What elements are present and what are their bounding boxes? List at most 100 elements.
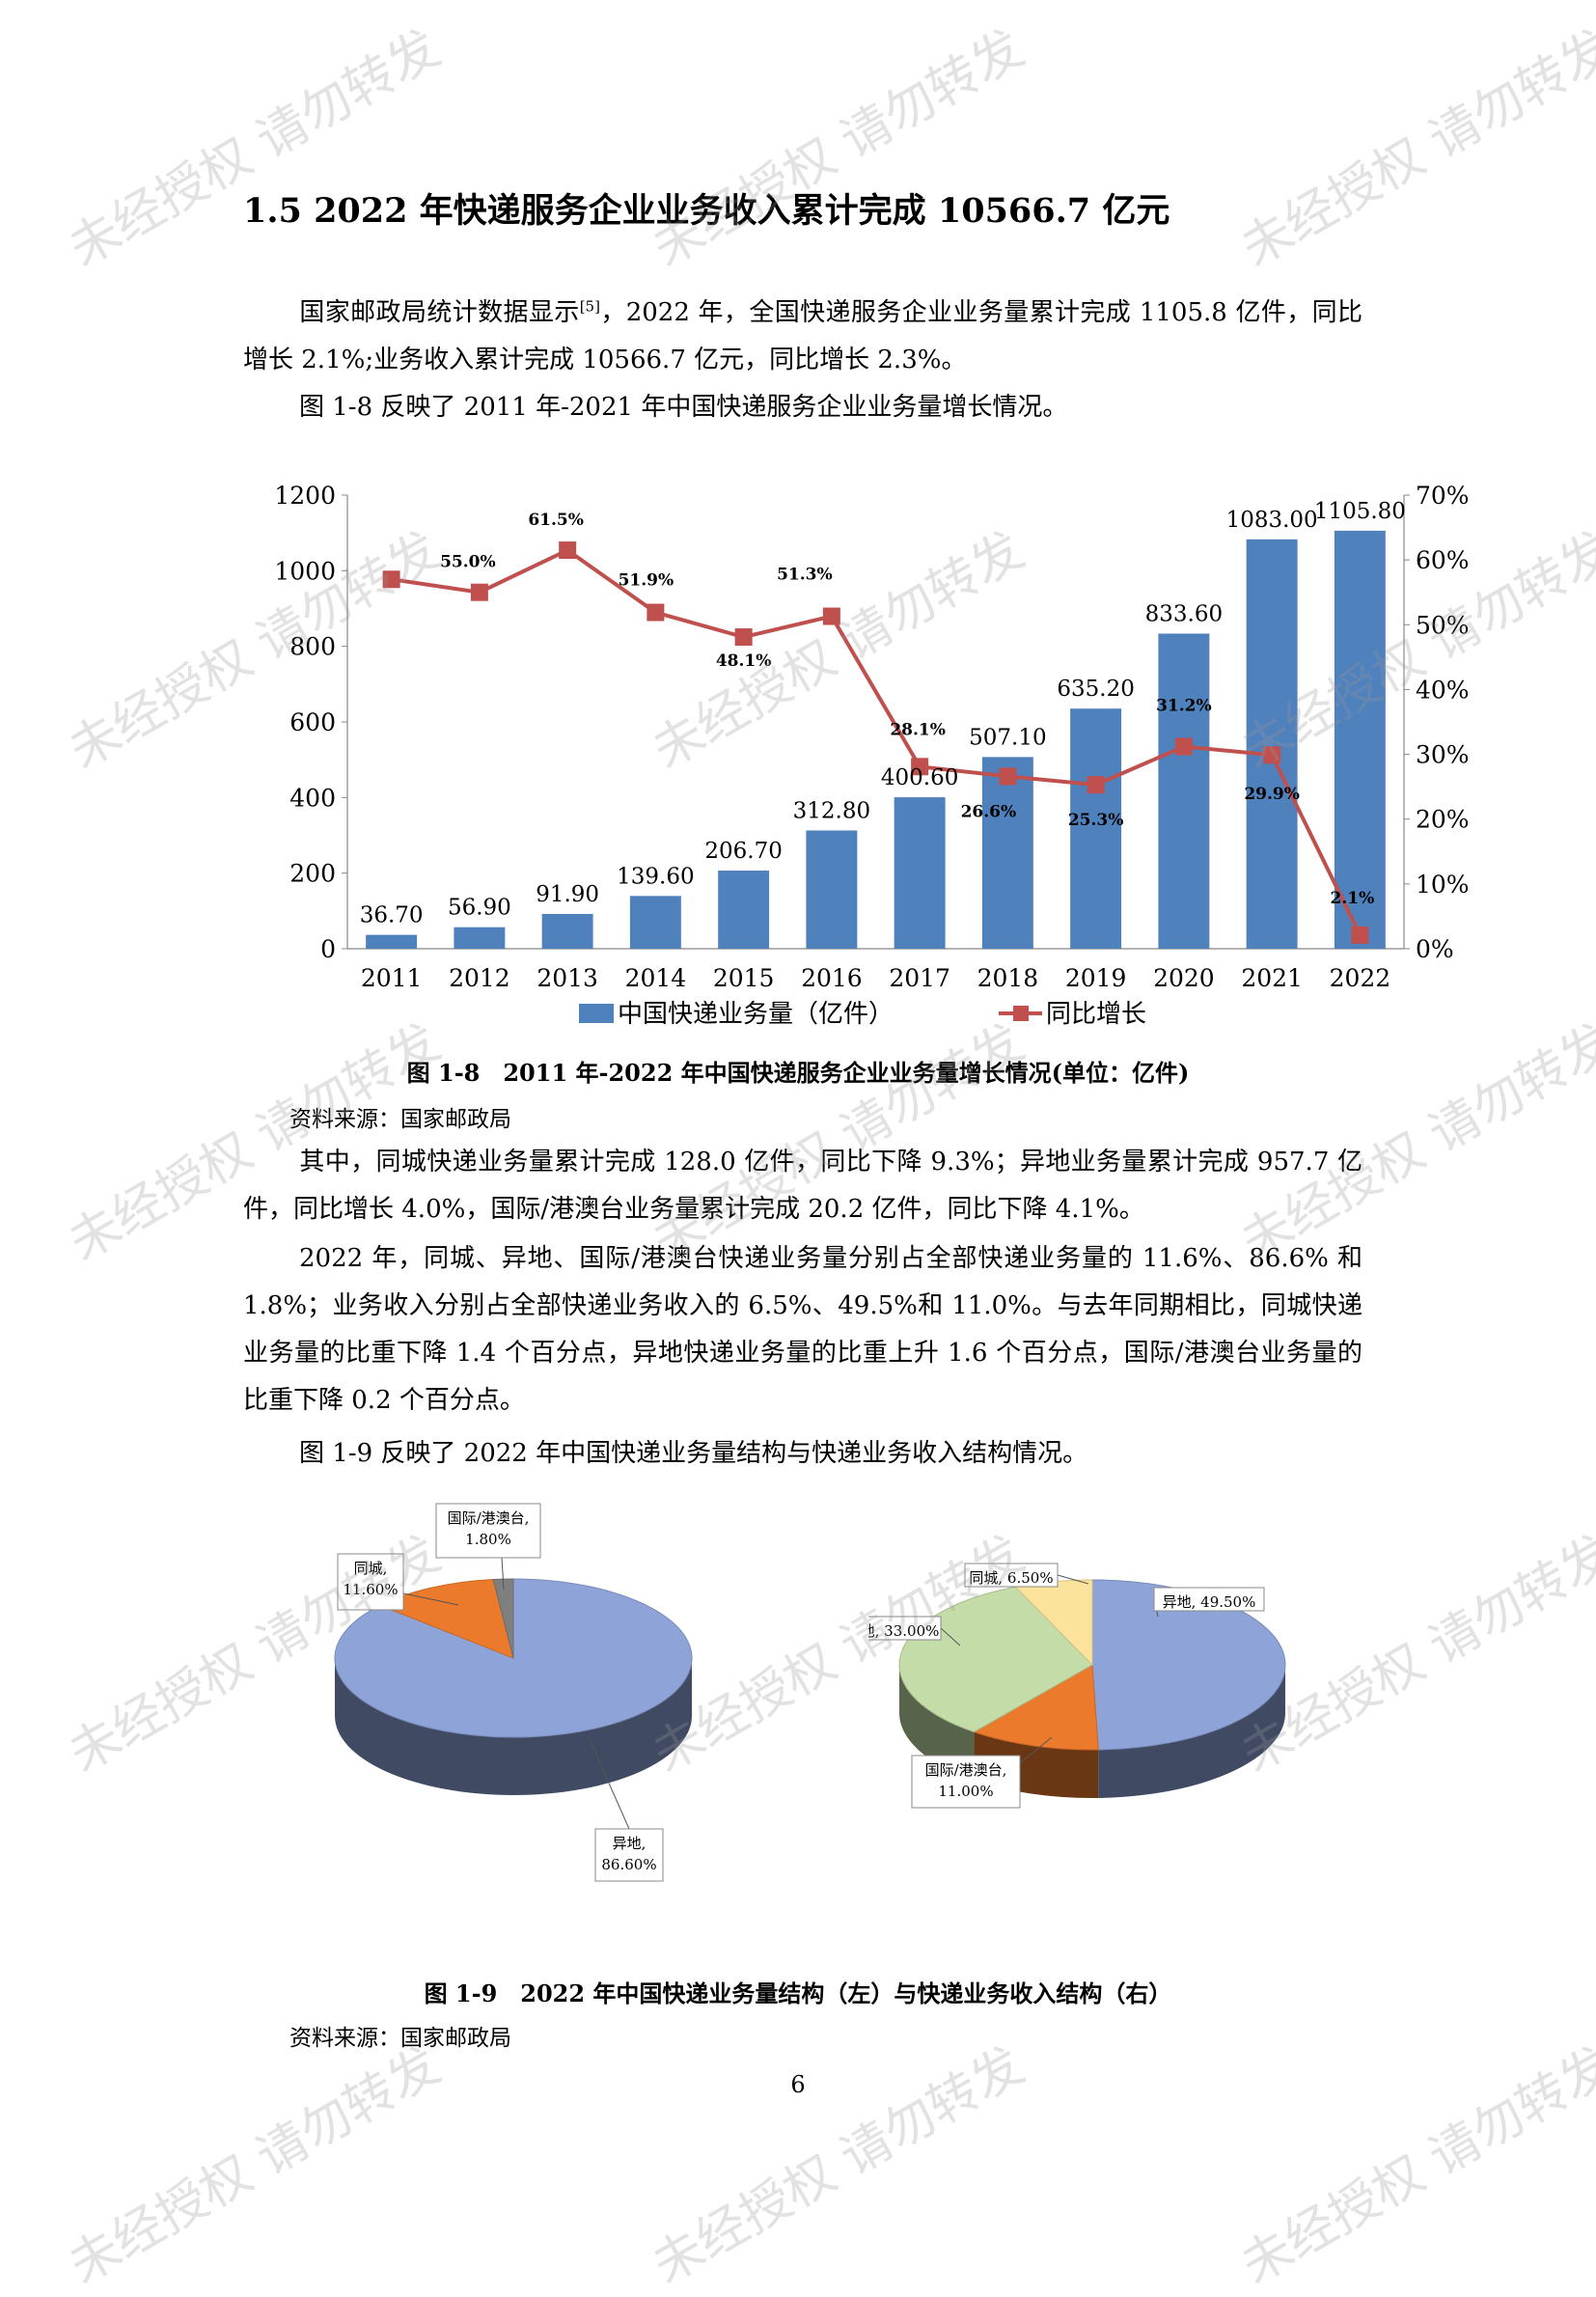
pie-leader-line bbox=[588, 1736, 630, 1830]
x-axis-tick-label: 2022 bbox=[1330, 964, 1391, 992]
pie-callout-label: 1.80% bbox=[465, 1531, 511, 1548]
volume-bar bbox=[806, 830, 858, 949]
volume-structure-pie-chart: 同城, 11.60% 国际/港澳台, 1.80% 异地, 86.60% bbox=[334, 1503, 693, 1882]
volume-bar-label: 635.20 bbox=[1057, 677, 1134, 702]
growth-rate-label: 28.1% bbox=[890, 720, 946, 739]
volume-bar bbox=[894, 797, 946, 949]
pie-callout-box bbox=[337, 1553, 404, 1611]
growth-rate-label: 48.1% bbox=[716, 651, 772, 671]
pie-slice-side bbox=[335, 1658, 692, 1795]
pie-callout-label: 异地, 49.50% bbox=[1163, 1593, 1256, 1611]
x-axis-tick-label: 2019 bbox=[1065, 964, 1127, 992]
pie-callout-label: 86.60% bbox=[601, 1856, 656, 1873]
x-axis-tick-label: 2020 bbox=[1153, 964, 1215, 992]
left-axis-tick-label: 200 bbox=[289, 860, 336, 888]
pie-callout-box bbox=[911, 1755, 1021, 1809]
pie-leader-line bbox=[402, 1592, 459, 1606]
revenue-structure-pie-chart: 异地, 49.50% 国际/港澳台, 11.00% 其他, 33.00% 同城, 6.5… bbox=[868, 1563, 1286, 1809]
right-axis-tick-label: 40% bbox=[1416, 676, 1470, 704]
growth-rate-marker bbox=[1351, 926, 1369, 944]
pie-leader-line bbox=[1057, 1574, 1089, 1585]
paragraph-intro-text-b: ，2022 年，全国快递服务企业业务量累计完成 1105.8 亿件，同比增长 2… bbox=[243, 298, 1362, 374]
growth-rate-marker bbox=[1087, 776, 1105, 794]
growth-rate-marker bbox=[470, 583, 488, 601]
growth-rate-label: 29.9% bbox=[1244, 785, 1300, 804]
volume-bar bbox=[454, 927, 506, 949]
pie-leader-line bbox=[501, 1557, 505, 1591]
growth-rate-label: 51.3% bbox=[777, 566, 833, 585]
right-axis-tick-label: 60% bbox=[1416, 546, 1470, 574]
x-axis-tick-label: 2013 bbox=[537, 964, 598, 992]
right-axis-tick-label: 70% bbox=[1416, 482, 1470, 510]
paragraph-figure-intro: 图 1-8 反映了 2011 年-2021 年中国快递服务企业业务量增长情况。 bbox=[243, 384, 1362, 431]
legend-bar-label: 中国快递业务量（亿件） bbox=[618, 1000, 894, 1029]
legend-bar-swatch bbox=[579, 1004, 614, 1023]
express-volume-combo-chart: 0 200 400 600 800 1000 1200 0% 10% 20% 30% 40% 50% 60… bbox=[274, 482, 1470, 1029]
pie-callout-label: 同城, 6.50% bbox=[969, 1569, 1053, 1587]
growth-rate-label: 26.6% bbox=[961, 802, 1017, 821]
section-heading: 1.5 2022 年快递服务企业业务收入累计完成 10566.7 亿元 bbox=[243, 191, 1170, 231]
growth-rate-label: 2.1% bbox=[1331, 889, 1375, 908]
volume-bar-label: 91.90 bbox=[536, 882, 599, 907]
x-axis-tick-label: 2017 bbox=[889, 964, 950, 992]
volume-bar bbox=[1246, 539, 1298, 949]
volume-bar-label: 1083.00 bbox=[1226, 508, 1318, 533]
watermark: 未经授权 请勿转发 bbox=[643, 18, 1034, 279]
paragraph-breakdown-text: 其中，同城快递业务量累计完成 128.0 亿件，同比下降 9.3%；异地业务量累… bbox=[243, 1148, 1362, 1224]
figure-1-9-caption: 图 1-9 2022 年中国快递业务量结构（左）与快递业务收入结构（右） bbox=[424, 1979, 1172, 2007]
right-axis-tick-label: 0% bbox=[1416, 935, 1454, 963]
pie-callout-box bbox=[964, 1563, 1059, 1588]
left-axis-tick-label: 600 bbox=[289, 708, 336, 736]
pie-callout-label: 11.60% bbox=[343, 1581, 398, 1598]
left-axis-tick-label: 1200 bbox=[274, 482, 336, 510]
growth-rate-marker bbox=[382, 570, 400, 589]
x-axis-tick-label: 2014 bbox=[625, 964, 687, 992]
pie-leader-line bbox=[1019, 1736, 1053, 1764]
volume-bar bbox=[629, 896, 681, 949]
volume-bar-label: 139.60 bbox=[617, 864, 694, 889]
growth-rate-label: 61.5% bbox=[528, 511, 584, 530]
x-axis-tick-label: 2018 bbox=[977, 964, 1039, 992]
volume-bar bbox=[366, 934, 418, 949]
volume-bar bbox=[1334, 530, 1386, 949]
volume-bar-label: 400.60 bbox=[881, 765, 958, 790]
paragraph-figure2-intro: 图 1-9 反映了 2022 年中国快递业务量结构与快递业务收入结构情况。 bbox=[243, 1430, 1362, 1478]
pie-slice-side bbox=[899, 1665, 975, 1781]
watermark: 未经授权 请勿转发 bbox=[59, 2035, 451, 2296]
volume-bar-label: 833.60 bbox=[1145, 602, 1223, 627]
left-axis-tick-label: 1000 bbox=[274, 557, 336, 585]
right-axis-tick-label: 20% bbox=[1416, 806, 1470, 834]
growth-rate-marker bbox=[999, 767, 1017, 786]
growth-rate-marker bbox=[559, 541, 577, 560]
growth-rate-label: 51.9% bbox=[619, 571, 674, 591]
paragraph-intro: 国家邮政局统计数据显示[5]，2022 年，全国快递服务企业业务量累计完成 11… bbox=[243, 290, 1362, 384]
paragraph-breakdown: 其中，同城快递业务量累计完成 128.0 亿件，同比下降 9.3%；异地业务量累… bbox=[243, 1139, 1362, 1233]
x-axis-tick-label: 2021 bbox=[1241, 964, 1303, 992]
watermark: 未经授权 请勿转发 bbox=[1231, 2035, 1596, 2296]
growth-rate-marker bbox=[911, 758, 929, 776]
pie-slice-side bbox=[1098, 1665, 1285, 1798]
growth-rate-marker bbox=[1263, 746, 1281, 764]
pie-callout-label: 国际/港澳台, bbox=[925, 1761, 1007, 1779]
pie-callout-box bbox=[594, 1828, 664, 1882]
growth-rate-label: 25.3% bbox=[1068, 811, 1124, 830]
left-axis-tick-label: 800 bbox=[289, 633, 336, 661]
watermark: 未经授权 请勿转发 bbox=[59, 18, 451, 279]
pie-callout-box bbox=[1153, 1587, 1265, 1612]
pie-slice bbox=[973, 1664, 1099, 1751]
pie-slice bbox=[898, 1586, 1093, 1733]
figure-1-9-source: 资料来源：国家邮政局 bbox=[289, 2026, 511, 2051]
pie-leader-line bbox=[940, 1627, 961, 1647]
pie-callout-label: 异地, bbox=[613, 1835, 647, 1852]
right-axis-tick-label: 10% bbox=[1416, 871, 1470, 899]
growth-rate-marker bbox=[1174, 737, 1193, 756]
paragraph-intro-text-a: 国家邮政局统计数据显示 bbox=[299, 298, 580, 327]
growth-rate-line bbox=[391, 547, 1362, 936]
legend-line-label: 同比增长 bbox=[1046, 1000, 1146, 1029]
reference-marker: [5] bbox=[579, 297, 600, 316]
paragraph-share: 2022 年，同城、异地、国际/港澳台快递业务量分别占全部快递业务量的 11.6… bbox=[243, 1235, 1362, 1425]
pie-callout-label: 同城, bbox=[354, 1560, 388, 1577]
volume-bar-label: 1105.80 bbox=[1314, 499, 1406, 524]
legend-line-marker bbox=[1013, 1006, 1029, 1021]
growth-rate-marker bbox=[647, 603, 665, 622]
